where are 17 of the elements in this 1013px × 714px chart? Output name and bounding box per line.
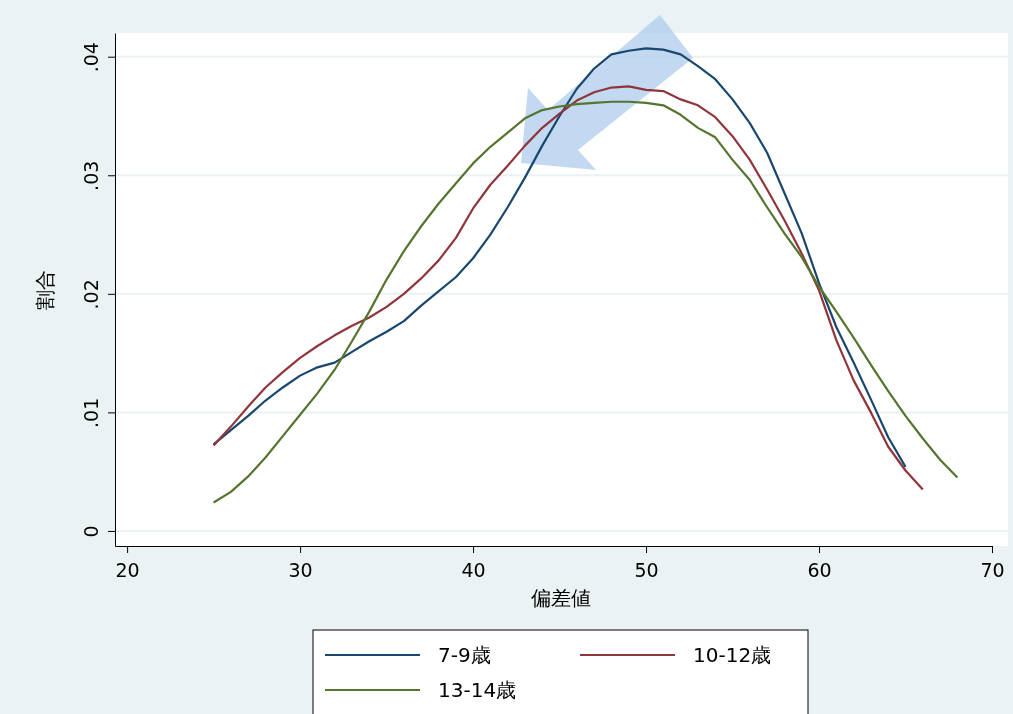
y-tick-label: .02 (79, 279, 102, 310)
line-series (212, 47, 907, 469)
legend-label: 10-12歳 (693, 643, 772, 667)
x-tick-label: 30 (288, 558, 313, 581)
y-tick-label: .04 (79, 42, 102, 73)
x-tick-label: 20 (115, 558, 140, 581)
y-tick-label: .01 (79, 397, 102, 428)
y-tick-label: .03 (79, 160, 102, 191)
y-axis-title: 割合 (33, 269, 57, 310)
x-tick-label: 50 (634, 558, 659, 581)
x-tick-label: 40 (461, 558, 486, 581)
x-tick-label: 60 (807, 558, 832, 581)
legend-label: 13-14歳 (438, 678, 517, 702)
legend-label: 7-9歳 (438, 643, 491, 667)
x-axis-title: 偏差値 (530, 586, 591, 610)
y-tick-label: 0 (79, 525, 102, 538)
x-tick-label: 70 (980, 558, 1005, 581)
